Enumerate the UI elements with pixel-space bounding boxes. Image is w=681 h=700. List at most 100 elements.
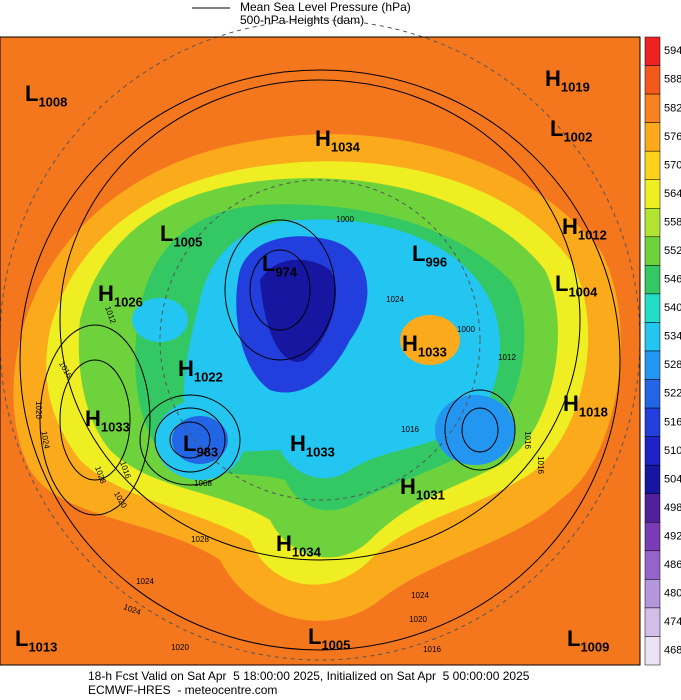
colorbar-swatch [644, 65, 661, 95]
height-fields [13, 134, 621, 621]
center-pressure: 996 [425, 254, 447, 269]
center-type: L [15, 626, 28, 651]
center-type: L [160, 221, 173, 246]
colorbar-label: 474 [664, 616, 681, 628]
contour-label: 1012 [498, 353, 516, 362]
contour-label: 1016 [536, 456, 545, 474]
center-pressure: 974 [275, 264, 297, 279]
center-pressure: 1008 [38, 94, 67, 109]
contour-label: 1016 [523, 431, 532, 449]
center-pressure: 983 [196, 444, 218, 459]
colorbar-swatch [644, 407, 661, 437]
colorbar-label: 492 [664, 530, 681, 542]
contour-label: 1020 [409, 615, 427, 624]
colorbar-swatch [644, 379, 661, 409]
contour-label: 1000 [336, 215, 354, 224]
center-pressure: 1012 [578, 227, 607, 242]
colorbar-swatch [644, 208, 661, 238]
center-type: H [563, 391, 579, 416]
colorbar-swatch [644, 150, 661, 180]
colorbar-label: 588 [664, 74, 681, 86]
colorbar-swatch [644, 265, 661, 295]
contour-label: 1008 [194, 479, 212, 488]
center-pressure: 1034 [292, 544, 322, 559]
center-type: H [545, 66, 561, 91]
center-type: H [562, 214, 578, 239]
center-pressure: 1002 [563, 129, 592, 144]
center-type: L [555, 271, 568, 296]
center-type: H [400, 474, 416, 499]
contour-label: 1020 [34, 401, 43, 419]
center-pressure: 1013 [28, 639, 57, 654]
colorbar-label: 522 [664, 388, 681, 400]
center-pressure: 1022 [194, 369, 223, 384]
center-type: L [550, 116, 563, 141]
colorbar-swatch [644, 350, 661, 380]
colorbar-swatch [644, 607, 661, 637]
footer-line1: 18-h Fcst Valid on Sat Apr 5 18:00:00 20… [88, 669, 530, 683]
center-pressure: 1005 [173, 234, 202, 249]
colorbar-swatch [644, 522, 661, 552]
colorbar-swatch [644, 293, 661, 323]
colorbar-label: 546 [664, 274, 681, 286]
colorbar-label: 528 [664, 359, 681, 371]
center-pressure: 1019 [561, 79, 590, 94]
map-frame [0, 36, 641, 666]
colorbar-swatch [644, 550, 661, 580]
center-type: L [412, 241, 425, 266]
colorbar-swatch [644, 36, 661, 66]
center-pressure: 1018 [579, 404, 608, 419]
center-type: H [315, 126, 331, 151]
contour-label: 1024 [136, 577, 154, 586]
colorbar-swatch [644, 464, 661, 494]
colorbar-label: 558 [664, 216, 681, 228]
colorbar-label: 504 [664, 473, 681, 485]
center-pressure: 1033 [101, 419, 130, 434]
center-pressure: 1009 [580, 639, 609, 654]
center-type: H [290, 431, 306, 456]
center-pressure: 1026 [114, 294, 143, 309]
center-pressure: 1005 [321, 637, 350, 652]
center-type: L [262, 251, 275, 276]
contour-label: 1024 [386, 295, 404, 304]
contour-label: 1000 [457, 325, 475, 334]
colorbar-label: 564 [664, 188, 681, 200]
colorbar-swatch [644, 322, 661, 352]
colorbar-label: 468 [664, 645, 681, 657]
colorbar-label: 582 [664, 102, 681, 114]
center-type: L [183, 431, 196, 456]
colorbar-swatch [644, 436, 661, 466]
colorbar-label: 516 [664, 416, 681, 428]
colorbar-label: 594 [664, 45, 681, 57]
colorbar-swatch [644, 636, 661, 666]
center-type: L [308, 624, 321, 649]
colorbar-label: 576 [664, 131, 681, 143]
center-type: L [25, 81, 38, 106]
contour-label: 1024 [411, 591, 429, 600]
colorbar-swatch [644, 236, 661, 266]
center-pressure: 1033 [306, 444, 335, 459]
colorbar-swatch [644, 493, 661, 523]
contour-label: 1020 [171, 643, 189, 652]
colorbar-swatch [644, 93, 661, 123]
center-pressure: 1031 [416, 487, 445, 502]
footer-line2: ECMWF-HRES - meteocentre.com [88, 683, 277, 697]
center-type: H [85, 406, 101, 431]
center-type: H [402, 331, 418, 356]
colorbar-label: 480 [664, 588, 681, 600]
colorbar-label: 510 [664, 445, 681, 457]
center-type: H [276, 531, 292, 556]
contour-label: 1024 [39, 430, 51, 450]
colorbar-label: 534 [664, 331, 681, 343]
colorbar-label: 486 [664, 559, 681, 571]
center-type: L [567, 626, 580, 651]
center-type: H [98, 281, 114, 306]
center-pressure: 1034 [331, 139, 361, 154]
isobars [19, 69, 621, 651]
colorbar-swatch [644, 179, 661, 209]
colorbar-label: 498 [664, 502, 681, 514]
colorbar-swatch [644, 579, 661, 609]
colorbar-label: 540 [664, 302, 681, 314]
colorbar-swatch [644, 122, 661, 152]
